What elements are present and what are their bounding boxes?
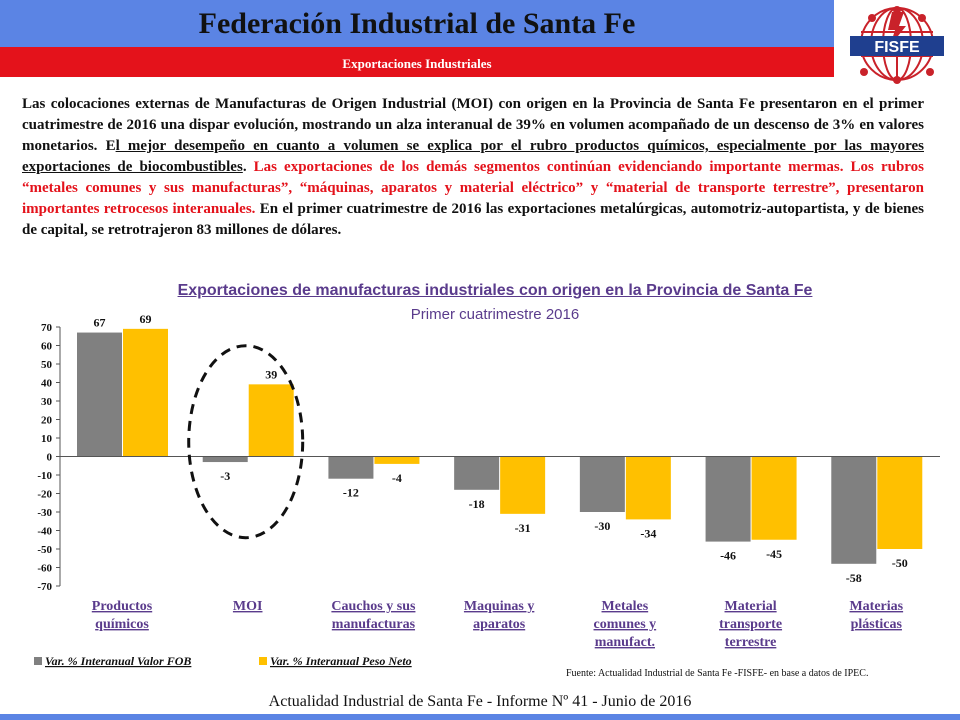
intro-part-3: .	[242, 159, 254, 175]
category-label: plásticas	[851, 617, 903, 632]
bar-valor-fob	[202, 456, 248, 463]
bar-valor-fob	[77, 332, 122, 457]
category-label: aparatos	[473, 617, 526, 632]
y-tick-label: 50	[41, 359, 53, 371]
category-label: Productos	[92, 599, 153, 614]
bar-valor-fob	[705, 456, 751, 542]
bar-peso-neto	[625, 456, 671, 520]
category-label: Materias	[849, 599, 903, 614]
source-note: Fuente: Actualidad Industrial de Santa F…	[566, 668, 869, 679]
data-label: -12	[343, 486, 359, 500]
data-label: 69	[140, 315, 152, 326]
intro-part-1: Las colocaciones externas de Manufactura…	[22, 96, 924, 154]
bar-peso-neto	[751, 456, 797, 540]
y-tick-label: -20	[37, 489, 52, 501]
data-label: 67	[94, 316, 106, 330]
legend-label: Var. % Interanual Valor FOB	[45, 654, 191, 668]
legend-label: Var. % Interanual Peso Neto	[270, 654, 412, 668]
data-label: -46	[720, 549, 736, 563]
data-label: -3	[220, 469, 230, 483]
data-label: -4	[392, 471, 402, 485]
y-tick-label: 70	[41, 322, 53, 334]
category-label: químicos	[95, 617, 149, 632]
highlight-ellipse	[187, 344, 305, 540]
category-label: transporte	[719, 617, 782, 632]
page-footer: Actualidad Industrial de Santa Fe - Info…	[268, 693, 692, 710]
category-label: Maquinas y	[464, 599, 534, 614]
y-tick-label: 60	[41, 341, 53, 353]
page-title: Federación Industrial de Santa Fe	[198, 7, 636, 40]
data-label: -50	[892, 556, 908, 570]
y-tick-label: 0	[47, 452, 53, 464]
bar-peso-neto	[374, 456, 420, 464]
y-tick-label: -50	[37, 544, 52, 556]
bar-peso-neto	[123, 328, 168, 457]
intro-paragraph: Las colocaciones externas de Manufactura…	[22, 94, 924, 241]
y-tick-label: -40	[37, 526, 52, 538]
y-tick-label: -10	[37, 470, 52, 482]
bar-valor-fob	[579, 456, 625, 512]
category-label: manufact.	[595, 635, 655, 650]
category-label: comunes y	[594, 617, 657, 632]
chart-title: Exportaciones de manufacturas industrial…	[177, 282, 813, 299]
header-blue-band	[0, 0, 834, 47]
chart-subtitle: Primer cuatrimestre 2016	[410, 306, 580, 323]
category-label: MOI	[233, 599, 263, 614]
intro-part-2: l mejor desempeño en cuanto a volumen se…	[22, 138, 924, 175]
bar-peso-neto	[500, 456, 546, 514]
y-tick-label: 40	[41, 378, 53, 390]
y-tick-label: -60	[37, 563, 52, 575]
data-label: 39	[265, 367, 277, 381]
bar-peso-neto	[248, 384, 294, 457]
bar-chart: 70 60 50 40 30 20 10 0 -10 -20 -30 -40 -50 -60 -70 67 69…	[34, 315, 940, 668]
y-tick-label: 30	[41, 396, 53, 408]
intro-part-5: En el primer cuatrimestre de 2016 las ex…	[22, 201, 925, 238]
y-tick-label: 10	[41, 433, 53, 445]
data-label: -58	[846, 571, 862, 585]
legend-swatch	[259, 657, 267, 665]
legend-swatch	[34, 657, 42, 665]
data-label: -18	[469, 497, 485, 511]
intro-part-4: Las exportaciones de los demás segmentos…	[22, 159, 925, 217]
category-label: terrestre	[725, 635, 777, 650]
y-tick-label: -30	[37, 507, 52, 519]
header-red-band	[0, 47, 834, 77]
page-subtitle: Exportaciones Industriales	[342, 56, 492, 71]
fisfe-logo: FISFE	[850, 6, 944, 84]
bar-valor-fob	[831, 456, 877, 564]
category-label: Cauchos y sus	[331, 599, 416, 614]
logo-text: FISFE	[874, 39, 920, 56]
category-label: manufacturas	[332, 617, 416, 632]
data-label: -45	[766, 547, 782, 561]
y-tick-label: -70	[37, 581, 52, 593]
bar-peso-neto	[877, 456, 923, 549]
bar-valor-fob	[328, 456, 374, 479]
category-label: Metales	[602, 599, 649, 614]
y-tick-label: 20	[41, 415, 53, 427]
data-label: -30	[594, 519, 610, 533]
category-label: Material	[725, 599, 777, 614]
data-label: -31	[515, 521, 531, 535]
data-label: -34	[640, 526, 656, 540]
footer-line	[0, 714, 960, 720]
bar-valor-fob	[454, 456, 500, 490]
